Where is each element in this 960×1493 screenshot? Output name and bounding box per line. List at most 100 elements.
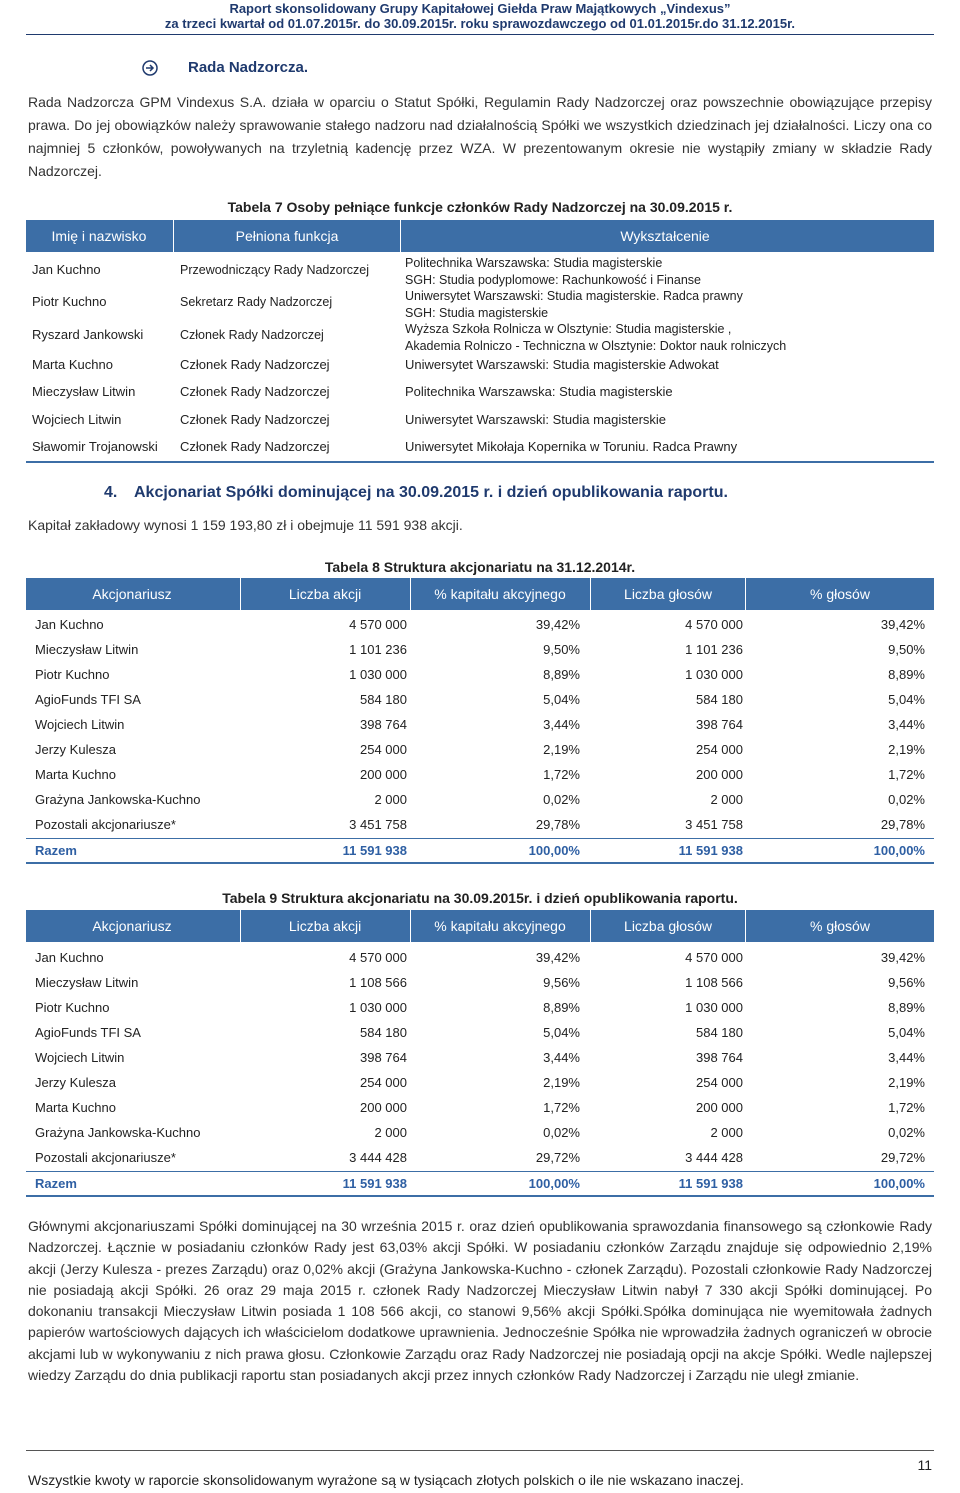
- table-cell: 8,89%: [888, 667, 925, 682]
- table-cell: 3 451 758: [349, 817, 407, 832]
- capital-text: Kapitał zakładowy wynosi 1 159 193,80 zł…: [28, 517, 463, 533]
- header-divider: [400, 220, 401, 252]
- table-cell: 2,19%: [888, 742, 925, 757]
- table-cell: 8,89%: [543, 667, 580, 682]
- section-title: Rada Nadzorcza.: [188, 59, 309, 76]
- table-cell: 3,44%: [543, 1050, 580, 1065]
- table-cell: Sekretarz Rady Nadzorczej: [180, 295, 333, 309]
- table-cell: Jan Kuchno: [35, 950, 104, 965]
- table-cell: 1,72%: [543, 1100, 580, 1115]
- table-cell: 9,56%: [543, 975, 580, 990]
- table-cell: 4 570 000: [349, 617, 407, 632]
- total-cell: 11 591 938: [342, 1176, 407, 1191]
- total-cell: Razem: [35, 1176, 77, 1191]
- table-cell: 4 570 000: [685, 617, 743, 632]
- table-cell: SGH: Studia podyplomowe: Rachunkowość i …: [405, 272, 701, 287]
- table-cell: 1 101 236: [685, 642, 743, 657]
- header-divider: [745, 578, 746, 610]
- column-header: % głosów: [810, 586, 870, 602]
- table-cell: AgioFunds TFI SA: [35, 692, 141, 707]
- table-cell: 1 030 000: [349, 1000, 407, 1015]
- header-divider: [410, 910, 411, 942]
- table-rule: [26, 1171, 934, 1172]
- table-cell: 584 180: [360, 692, 407, 707]
- column-header: Akcjonariusz: [92, 918, 172, 934]
- table-cell: Politechnika Warszawska: Studia magister…: [405, 384, 673, 399]
- table-cell: 29,72%: [880, 1150, 925, 1165]
- table-cell: Piotr Kuchno: [35, 1000, 110, 1015]
- table-cell: Członek Rady Nadzorczej: [180, 439, 330, 454]
- table-rule: [26, 1195, 934, 1197]
- table-cell: 5,04%: [888, 692, 925, 707]
- table-cell: SGH: Studia magisterskie: [405, 305, 549, 320]
- table-cell: 1 101 236: [349, 642, 407, 657]
- table-cell: Grażyna Jankowska-Kuchno: [35, 792, 201, 807]
- table-cell: 5,04%: [888, 1025, 925, 1040]
- table-cell: Członek Rady Nadzorczej: [180, 412, 330, 427]
- table-cell: 4 570 000: [349, 950, 407, 965]
- table-cell: Jerzy Kulesza: [35, 742, 116, 757]
- table-rule: [26, 838, 934, 839]
- table-cell: 4 570 000: [685, 950, 743, 965]
- table-cell: Wojciech Litwin: [32, 412, 122, 427]
- table-cell: 39,42%: [535, 950, 580, 965]
- table-cell: 3 444 428: [349, 1150, 407, 1165]
- header-divider: [410, 578, 411, 610]
- table-cell: Marta Kuchno: [35, 767, 116, 782]
- table-cell: Wyższa Szkoła Rolnicza w Olsztynie: Stud…: [405, 322, 732, 336]
- table-cell: 29,78%: [535, 817, 580, 832]
- table-cell: 584 180: [696, 1025, 743, 1040]
- table-cell: 39,42%: [880, 617, 925, 632]
- table-caption: Tabela 7 Osoby pełniące funkcje członków…: [227, 199, 733, 215]
- page-number: 11: [917, 1457, 932, 1473]
- header-divider: [745, 910, 746, 942]
- table-cell: 0,02%: [888, 1125, 925, 1140]
- column-header: Akcjonariusz: [92, 586, 172, 602]
- table-cell: 39,42%: [535, 617, 580, 632]
- table-cell: 2,19%: [888, 1075, 925, 1090]
- table-cell: 5,04%: [543, 1025, 580, 1040]
- table-cell: 8,89%: [543, 1000, 580, 1015]
- table-rule: [26, 461, 934, 463]
- table-cell: 398 764: [360, 1050, 407, 1065]
- table-cell: 1 030 000: [685, 667, 743, 682]
- column-header: % kapitału akcyjnego: [434, 918, 566, 934]
- table-cell: 0,02%: [543, 1125, 580, 1140]
- table-cell: Marta Kuchno: [35, 1100, 116, 1115]
- paragraph: Rada Nadzorcza GPM Vindexus S.A. działa …: [28, 94, 932, 179]
- table-cell: 1,72%: [888, 767, 925, 782]
- table-cell: 2 000: [374, 792, 407, 807]
- table-cell: 254 000: [696, 742, 743, 757]
- table-cell: Ryszard Jankowski: [32, 327, 144, 342]
- table-cell: Uniwersytet Warszawski: Studia magisters…: [405, 412, 667, 427]
- table-cell: Mieczysław Litwin: [32, 384, 136, 399]
- header-divider: [240, 910, 241, 942]
- table-cell: 1 030 000: [349, 667, 407, 682]
- header-divider: [590, 578, 591, 610]
- table-cell: 254 000: [360, 742, 407, 757]
- table-cell: Członek Rady Nadzorczej: [180, 384, 330, 399]
- table-cell: Pozostali akcjonariusze*: [35, 1150, 176, 1165]
- total-cell: 100,00%: [528, 1176, 580, 1191]
- table-cell: Mieczysław Litwin: [35, 975, 139, 990]
- table-cell: 9,56%: [888, 975, 925, 990]
- header-rule: [26, 34, 934, 35]
- table-cell: Grażyna Jankowska-Kuchno: [35, 1125, 201, 1140]
- column-header: % kapitału akcyjnego: [434, 586, 566, 602]
- column-header: Imię i nazwisko: [51, 228, 147, 244]
- total-cell: 11 591 938: [678, 843, 743, 858]
- table-cell: Członek Rady Nadzorczej: [180, 357, 330, 372]
- table-cell: 9,50%: [888, 642, 925, 657]
- table-header: [26, 910, 934, 942]
- table-cell: Wojciech Litwin: [35, 1050, 125, 1065]
- total-cell: Razem: [35, 843, 77, 858]
- table-cell: 398 764: [696, 717, 743, 732]
- table-caption: Tabela 8 Struktura akcjonariatu na 31.12…: [324, 559, 636, 575]
- header-divider: [590, 910, 591, 942]
- table-cell: 1,72%: [888, 1100, 925, 1115]
- table-cell: Politechnika Warszawska: Studia magister…: [405, 256, 663, 270]
- table-cell: 398 764: [696, 1050, 743, 1065]
- column-header: Pełniona funkcja: [235, 228, 339, 244]
- table-cell: 584 180: [360, 1025, 407, 1040]
- table-cell: 200 000: [696, 767, 743, 782]
